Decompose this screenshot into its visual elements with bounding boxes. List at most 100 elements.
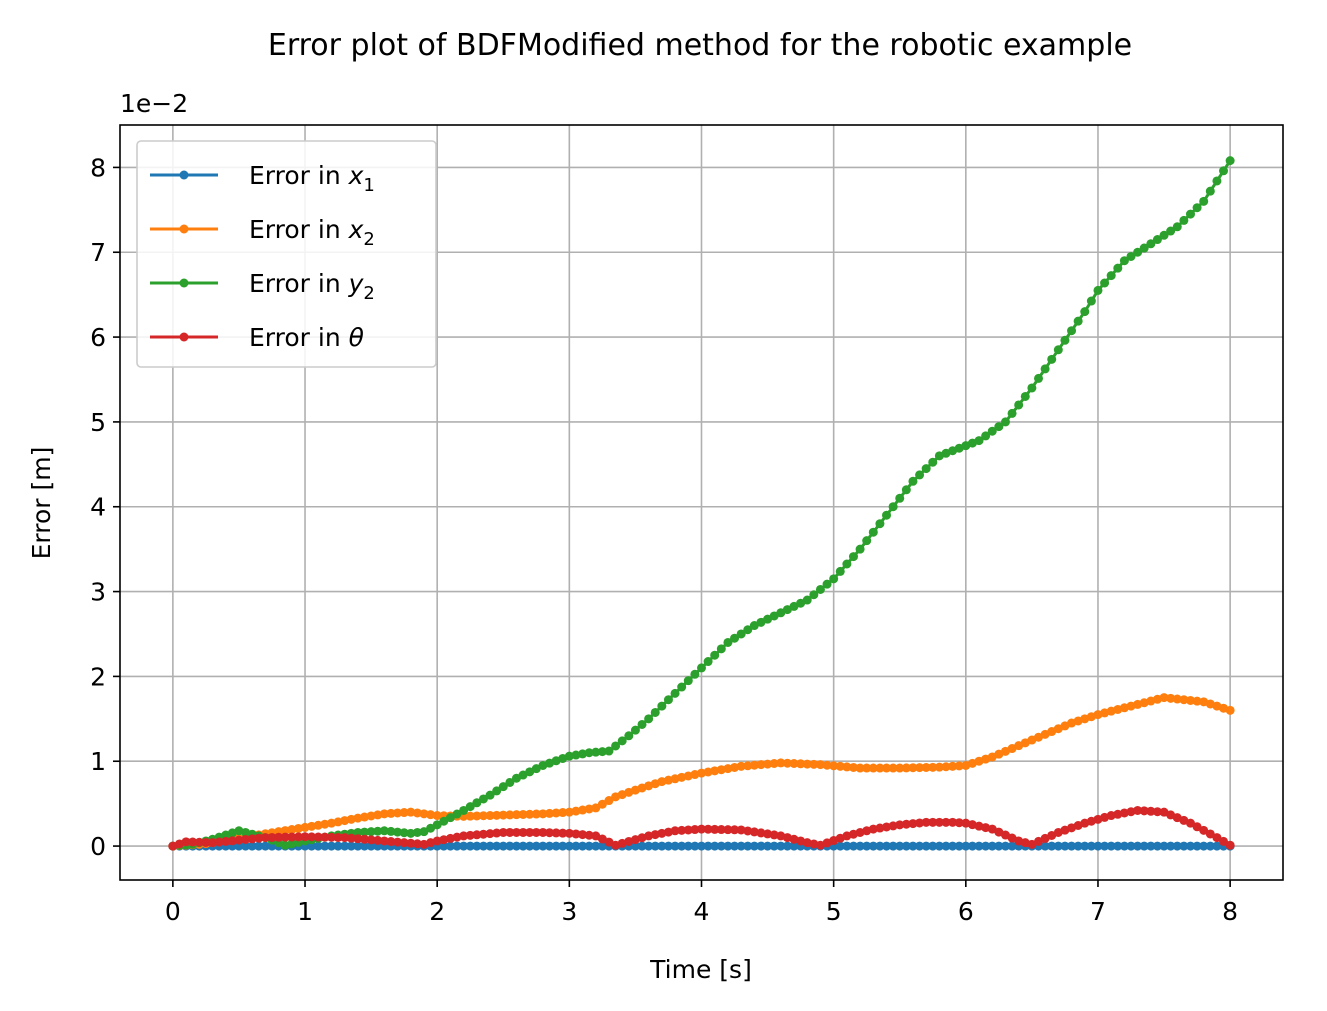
data-point xyxy=(511,827,521,837)
data-point xyxy=(1185,695,1195,705)
data-point xyxy=(492,841,502,851)
data-point xyxy=(1073,316,1083,326)
data-point xyxy=(1159,230,1169,240)
data-point xyxy=(234,835,244,845)
data-point xyxy=(359,834,369,844)
data-point xyxy=(247,841,257,851)
data-point xyxy=(1034,373,1044,383)
data-point xyxy=(1185,209,1195,219)
data-point xyxy=(657,701,667,711)
legend-label-subscript: 2 xyxy=(363,229,374,250)
data-point xyxy=(1219,836,1229,846)
data-point xyxy=(604,746,614,756)
data-point xyxy=(928,762,938,772)
data-point xyxy=(736,825,746,835)
data-point xyxy=(280,826,290,836)
data-point xyxy=(465,830,475,840)
x-tick-label: 6 xyxy=(958,897,974,926)
data-point xyxy=(1179,695,1189,705)
data-point xyxy=(1205,841,1215,851)
data-point xyxy=(663,841,673,851)
data-point xyxy=(498,841,508,851)
data-point xyxy=(1159,841,1169,851)
data-point xyxy=(1166,226,1176,236)
data-point xyxy=(921,841,931,851)
data-point xyxy=(472,798,482,808)
data-point xyxy=(802,759,812,769)
data-point xyxy=(525,841,535,851)
data-point xyxy=(478,811,488,821)
data-point xyxy=(1100,278,1110,288)
data-point xyxy=(822,760,832,770)
data-point xyxy=(1060,841,1070,851)
data-point xyxy=(749,760,759,770)
data-point xyxy=(333,841,343,851)
data-point xyxy=(1152,807,1162,817)
data-point xyxy=(326,841,336,851)
data-point xyxy=(928,457,938,467)
data-point xyxy=(241,834,251,844)
data-point xyxy=(1047,841,1057,851)
data-point xyxy=(1185,841,1195,851)
data-point xyxy=(194,837,204,847)
data-point xyxy=(558,828,568,838)
data-point xyxy=(848,841,858,851)
data-point xyxy=(386,837,396,847)
data-point xyxy=(1007,841,1017,851)
y-tick-label: 5 xyxy=(90,408,106,437)
data-point xyxy=(736,761,746,771)
data-point xyxy=(789,758,799,768)
data-point xyxy=(756,760,766,770)
data-point xyxy=(525,809,535,819)
data-point xyxy=(465,841,475,851)
data-point xyxy=(320,832,330,842)
data-point xyxy=(769,758,779,768)
data-point xyxy=(842,841,852,851)
legend-label: Error in x1 xyxy=(249,161,375,196)
legend-label-variable: θ xyxy=(349,323,364,352)
data-point xyxy=(359,812,369,822)
data-point xyxy=(518,841,528,851)
data-point xyxy=(280,832,290,842)
data-point xyxy=(868,763,878,773)
data-point xyxy=(254,841,264,851)
data-point xyxy=(809,590,819,600)
x-tick-label: 5 xyxy=(826,897,842,926)
data-point xyxy=(683,825,693,835)
legend-item: Error in x1 xyxy=(150,161,375,196)
data-point xyxy=(465,811,475,821)
data-point xyxy=(505,777,515,787)
data-point xyxy=(597,747,607,757)
data-point xyxy=(545,828,555,838)
data-point xyxy=(505,827,515,837)
data-point xyxy=(683,676,693,686)
data-point xyxy=(214,837,224,847)
legend-label-text: Error in xyxy=(249,161,349,190)
data-point xyxy=(1067,841,1077,851)
legend-swatch-marker xyxy=(179,170,189,180)
data-point xyxy=(782,758,792,768)
data-point xyxy=(254,833,264,843)
data-point xyxy=(888,841,898,851)
data-point xyxy=(954,841,964,851)
legend-label: Error in y2 xyxy=(249,269,375,304)
data-point xyxy=(895,841,905,851)
y-offset-label: 1e−2 xyxy=(120,89,188,118)
data-point xyxy=(987,841,997,851)
data-point xyxy=(974,841,984,851)
data-point xyxy=(393,808,403,818)
legend-label-variable: x xyxy=(348,161,364,190)
data-point xyxy=(1192,696,1202,706)
data-point xyxy=(188,837,198,847)
data-point xyxy=(670,841,680,851)
data-point xyxy=(1113,263,1123,273)
data-point xyxy=(498,810,508,820)
data-point xyxy=(260,841,270,851)
y-tick-label: 3 xyxy=(90,578,106,607)
data-point xyxy=(915,470,925,480)
data-point xyxy=(895,493,905,503)
data-point xyxy=(743,826,753,836)
data-point xyxy=(545,808,555,818)
data-point xyxy=(928,817,938,827)
